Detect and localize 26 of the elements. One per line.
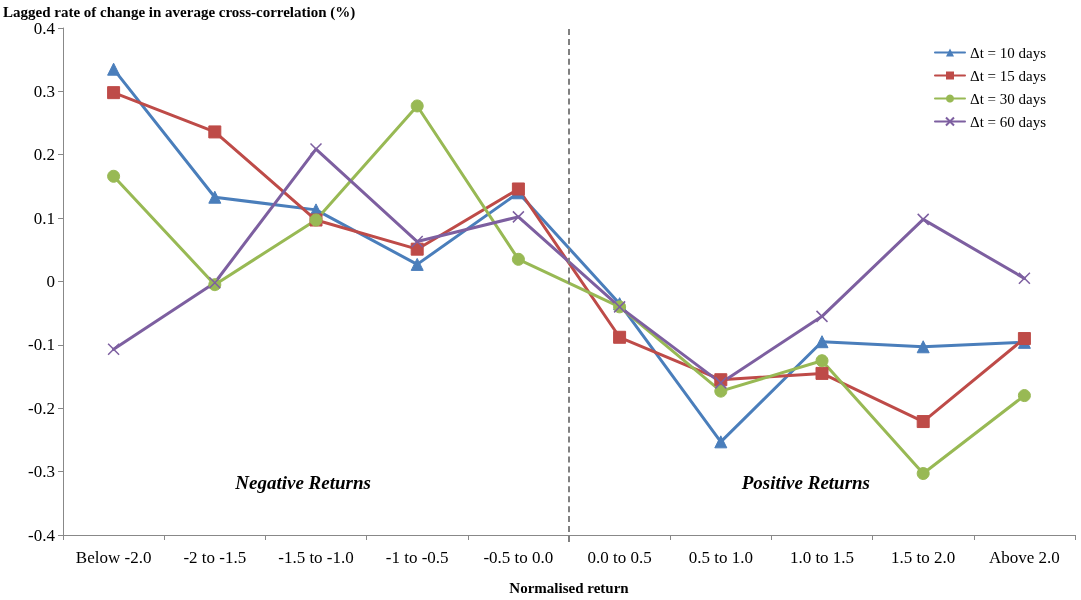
y-tick-label: -0.1 xyxy=(28,335,55,355)
x-axis-title: Normalised return xyxy=(509,579,630,596)
x-tick-label: -1.5 to -1.0 xyxy=(278,548,354,567)
legend-label: Δt = 10 days xyxy=(969,44,1047,61)
x-tick-label: 0.5 to 1.0 xyxy=(688,548,753,567)
legend-label: Δt = 15 days xyxy=(969,67,1047,84)
annotation: Positive Returns xyxy=(740,472,871,493)
y-tick-label: -0.3 xyxy=(28,462,55,482)
x-tick-label: -1 to -0.5 xyxy=(385,548,449,567)
legend-label: Δt = 60 days xyxy=(969,113,1047,130)
x-tick-label: 0.0 to 0.5 xyxy=(587,548,652,567)
y-tick-label: 0.2 xyxy=(33,145,55,165)
legend-label: Δt = 30 days xyxy=(969,90,1047,107)
x-tick-label: -0.5 to 0.0 xyxy=(483,548,554,567)
y-tick-label: 0.1 xyxy=(33,208,55,228)
y-tick-label: 0.3 xyxy=(33,81,55,101)
annotation: Negative Returns xyxy=(234,472,371,493)
x-tick-label: Above 2.0 xyxy=(988,548,1060,567)
x-tick-label: 1.5 to 2.0 xyxy=(891,548,956,567)
y-axis-title: Lagged rate of change in average cross-correlation (%) xyxy=(3,4,356,22)
x-tick-label: -2 to -1.5 xyxy=(183,548,247,567)
x-tick-label: Below -2.0 xyxy=(75,548,152,567)
y-tick-label: -0.4 xyxy=(28,525,56,545)
y-tick-label: 0 xyxy=(46,272,55,291)
y-tick-label: -0.2 xyxy=(28,398,55,418)
x-tick-label: 1.0 to 1.5 xyxy=(789,548,855,567)
